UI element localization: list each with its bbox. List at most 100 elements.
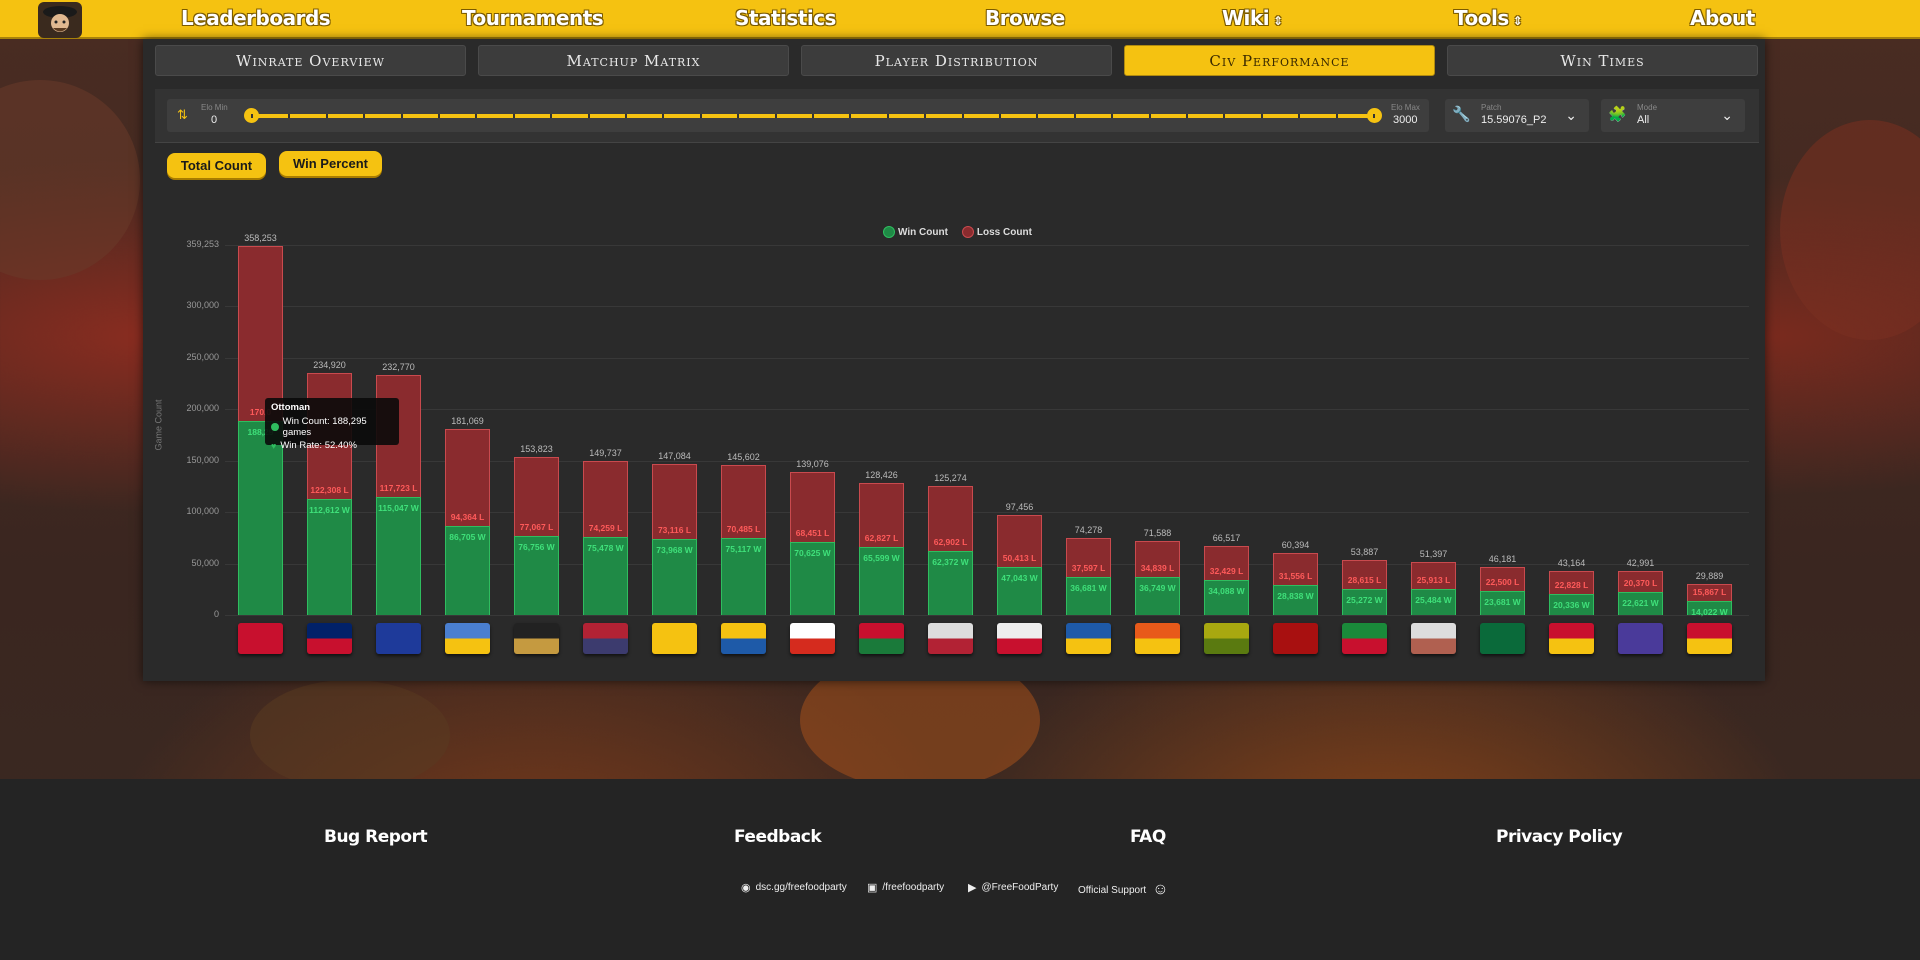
loss-segment[interactable] bbox=[928, 485, 973, 551]
loss-segment[interactable] bbox=[445, 428, 490, 526]
nav-tournaments[interactable]: Tournaments bbox=[462, 6, 604, 30]
loss-segment[interactable] bbox=[1480, 567, 1525, 591]
bar-ethiopians[interactable]: 22,621 W 20,370 L bbox=[1618, 570, 1663, 615]
win-segment[interactable] bbox=[790, 542, 835, 615]
tab-civ-performance[interactable]: Civ Performance bbox=[1124, 45, 1435, 76]
bar-dutch[interactable]: 86,705 W 94,364 L bbox=[445, 428, 490, 615]
nav-tools[interactable]: Tools ⇕ bbox=[1454, 6, 1523, 30]
bar-maltese[interactable]: 28,838 W 31,556 L bbox=[1273, 552, 1318, 615]
bar-inca[interactable]: 20,336 W 22,828 L bbox=[1549, 570, 1594, 615]
loss-segment[interactable] bbox=[1066, 538, 1111, 578]
footer-feedback-link[interactable]: Feedback bbox=[734, 827, 822, 847]
win-segment[interactable] bbox=[1687, 600, 1732, 615]
twitch-link[interactable]: ▣/freefoodparty bbox=[867, 882, 945, 894]
swap-arrows-icon[interactable]: ⇅ bbox=[177, 107, 188, 122]
flag-portuguese-icon[interactable] bbox=[997, 623, 1042, 654]
win-segment[interactable] bbox=[928, 550, 973, 615]
nav-wiki[interactable]: Wiki ⇕ bbox=[1222, 6, 1283, 30]
win-segment[interactable] bbox=[1342, 588, 1387, 615]
win-segment[interactable] bbox=[376, 496, 421, 615]
flag-indians-icon[interactable] bbox=[1135, 623, 1180, 654]
loss-segment[interactable] bbox=[652, 463, 697, 539]
win-segment[interactable] bbox=[1480, 590, 1525, 615]
nav-statistics[interactable]: Statistics bbox=[735, 6, 836, 30]
win-segment[interactable] bbox=[1618, 591, 1663, 615]
win-segment[interactable] bbox=[238, 421, 283, 615]
tab-matchup-matrix[interactable]: Matchup Matrix bbox=[478, 45, 789, 76]
nav-about[interactable]: About bbox=[1690, 6, 1755, 30]
bar-hausa[interactable]: 23,681 W 22,500 L bbox=[1480, 567, 1525, 615]
footer-faq-link[interactable]: FAQ bbox=[1130, 827, 1166, 847]
flag-mexicans-icon[interactable] bbox=[1687, 623, 1732, 654]
flag-maltese-icon[interactable] bbox=[1273, 623, 1318, 654]
win-segment[interactable] bbox=[307, 499, 352, 615]
flag-dutch-icon[interactable] bbox=[445, 623, 490, 654]
win-segment[interactable] bbox=[1204, 579, 1249, 615]
win-segment[interactable] bbox=[652, 538, 697, 615]
official-support-link[interactable]: Official Support ☺ bbox=[1078, 881, 1169, 898]
win-segment[interactable] bbox=[1273, 585, 1318, 615]
bar-united-states[interactable]: 75,478 W 74,259 L bbox=[583, 460, 628, 615]
flag-ethiopians-icon[interactable] bbox=[1618, 623, 1663, 654]
win-segment[interactable] bbox=[514, 535, 559, 615]
win-segment[interactable] bbox=[997, 566, 1042, 615]
patch-select[interactable]: 🔧 Patch 15.59076_P2 ⌄ bbox=[1445, 99, 1589, 132]
win-segment[interactable] bbox=[1135, 577, 1180, 615]
loss-segment[interactable] bbox=[1204, 546, 1249, 580]
tab-player-distribution[interactable]: Player Distribution bbox=[801, 45, 1112, 76]
flag-japanese-icon[interactable] bbox=[514, 623, 559, 654]
total-count-button[interactable]: Total Count bbox=[167, 153, 266, 178]
loss-segment[interactable] bbox=[1687, 584, 1732, 601]
nav-leaderboards[interactable]: Leaderboards bbox=[181, 6, 331, 30]
flag-haudenosaunee-icon[interactable] bbox=[1411, 623, 1456, 654]
flag-italians-icon[interactable] bbox=[1342, 623, 1387, 654]
site-logo[interactable] bbox=[38, 2, 82, 38]
bar-portuguese[interactable]: 47,043 W 50,413 L bbox=[997, 514, 1042, 615]
flag-russians-icon[interactable] bbox=[790, 623, 835, 654]
loss-segment[interactable] bbox=[1411, 562, 1456, 589]
tab-win-times[interactable]: Win Times bbox=[1447, 45, 1758, 76]
bar-germans[interactable]: 73,968 W 73,116 L bbox=[652, 463, 697, 615]
loss-segment[interactable] bbox=[238, 246, 283, 422]
bar-haudenosaunee[interactable]: 25,484 W 25,913 L bbox=[1411, 562, 1456, 615]
win-segment[interactable] bbox=[1411, 588, 1456, 615]
discord-link[interactable]: ◉ dsc.gg/freefoodparty bbox=[741, 882, 847, 894]
flag-inca-icon[interactable] bbox=[1549, 623, 1594, 654]
bar-japanese[interactable]: 76,756 W 77,067 L bbox=[514, 456, 559, 615]
tab-winrate-overview[interactable]: Winrate Overview bbox=[155, 45, 466, 76]
win-segment[interactable] bbox=[859, 547, 904, 615]
bar-mexicans[interactable]: 14,022 W 15,867 L bbox=[1687, 584, 1732, 617]
flag-spanish-icon[interactable] bbox=[928, 623, 973, 654]
bar-aztecs[interactable]: 65,599 W 62,827 L bbox=[859, 482, 904, 615]
bar-swedes[interactable]: 36,681 W 37,597 L bbox=[1066, 538, 1111, 615]
win-segment[interactable] bbox=[1549, 594, 1594, 615]
loss-segment[interactable] bbox=[1618, 570, 1663, 592]
bar-ottoman[interactable]: 188,29 170,0 bbox=[238, 246, 283, 615]
loss-segment[interactable] bbox=[514, 456, 559, 536]
loss-segment[interactable] bbox=[583, 460, 628, 538]
loss-segment[interactable] bbox=[997, 514, 1042, 567]
flag-chinese-icon[interactable] bbox=[721, 623, 766, 654]
win-segment[interactable] bbox=[583, 537, 628, 615]
flag-french-icon[interactable] bbox=[376, 623, 421, 654]
win-percent-button[interactable]: Win Percent bbox=[279, 151, 382, 176]
footer-bug-report-link[interactable]: Bug Report bbox=[324, 827, 428, 847]
flag-united-states-icon[interactable] bbox=[583, 623, 628, 654]
loss-segment[interactable] bbox=[790, 471, 835, 543]
bar-indians[interactable]: 36,749 W 34,839 L bbox=[1135, 541, 1180, 615]
elo-range-slider[interactable]: ⇅ Elo Min 0 Elo Max 3000 bbox=[167, 99, 1429, 132]
footer-privacy-policy-link[interactable]: Privacy Policy bbox=[1496, 827, 1623, 847]
loss-segment[interactable] bbox=[1342, 559, 1387, 589]
flag-british-icon[interactable] bbox=[307, 623, 352, 654]
win-segment[interactable] bbox=[1066, 577, 1111, 615]
bar-chinese[interactable]: 75,117 W 70,485 L bbox=[721, 465, 766, 615]
loss-segment[interactable] bbox=[859, 482, 904, 548]
bar-lakota[interactable]: 34,088 W 32,429 L bbox=[1204, 546, 1249, 615]
flag-ottoman-icon[interactable] bbox=[238, 623, 283, 654]
flag-swedes-icon[interactable] bbox=[1066, 623, 1111, 654]
nav-browse[interactable]: Browse bbox=[985, 6, 1065, 30]
loss-segment[interactable] bbox=[1273, 552, 1318, 586]
youtube-link[interactable]: ▶ @FreeFoodParty bbox=[968, 882, 1059, 894]
flag-hausa-icon[interactable] bbox=[1480, 623, 1525, 654]
flag-aztecs-icon[interactable] bbox=[859, 623, 904, 654]
